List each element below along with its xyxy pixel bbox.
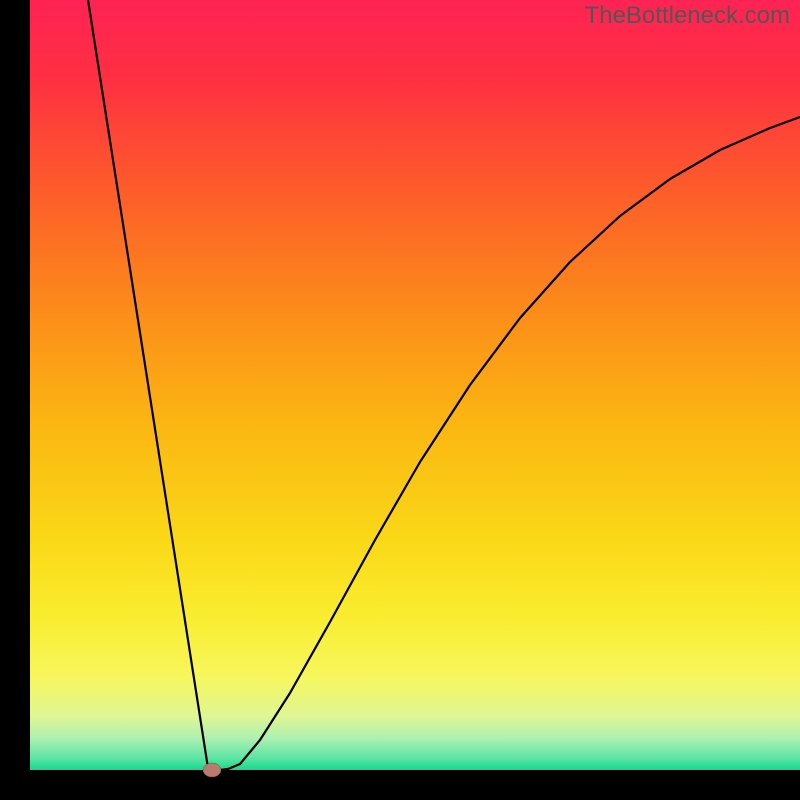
border-bottom: [0, 770, 800, 800]
plot-background: [30, 0, 800, 770]
optimal-marker: [203, 763, 221, 777]
border-left: [0, 0, 30, 800]
bottleneck-chart: [0, 0, 800, 800]
watermark-text: TheBottleneck.com: [585, 2, 790, 30]
chart-container: TheBottleneck.com: [0, 0, 800, 800]
